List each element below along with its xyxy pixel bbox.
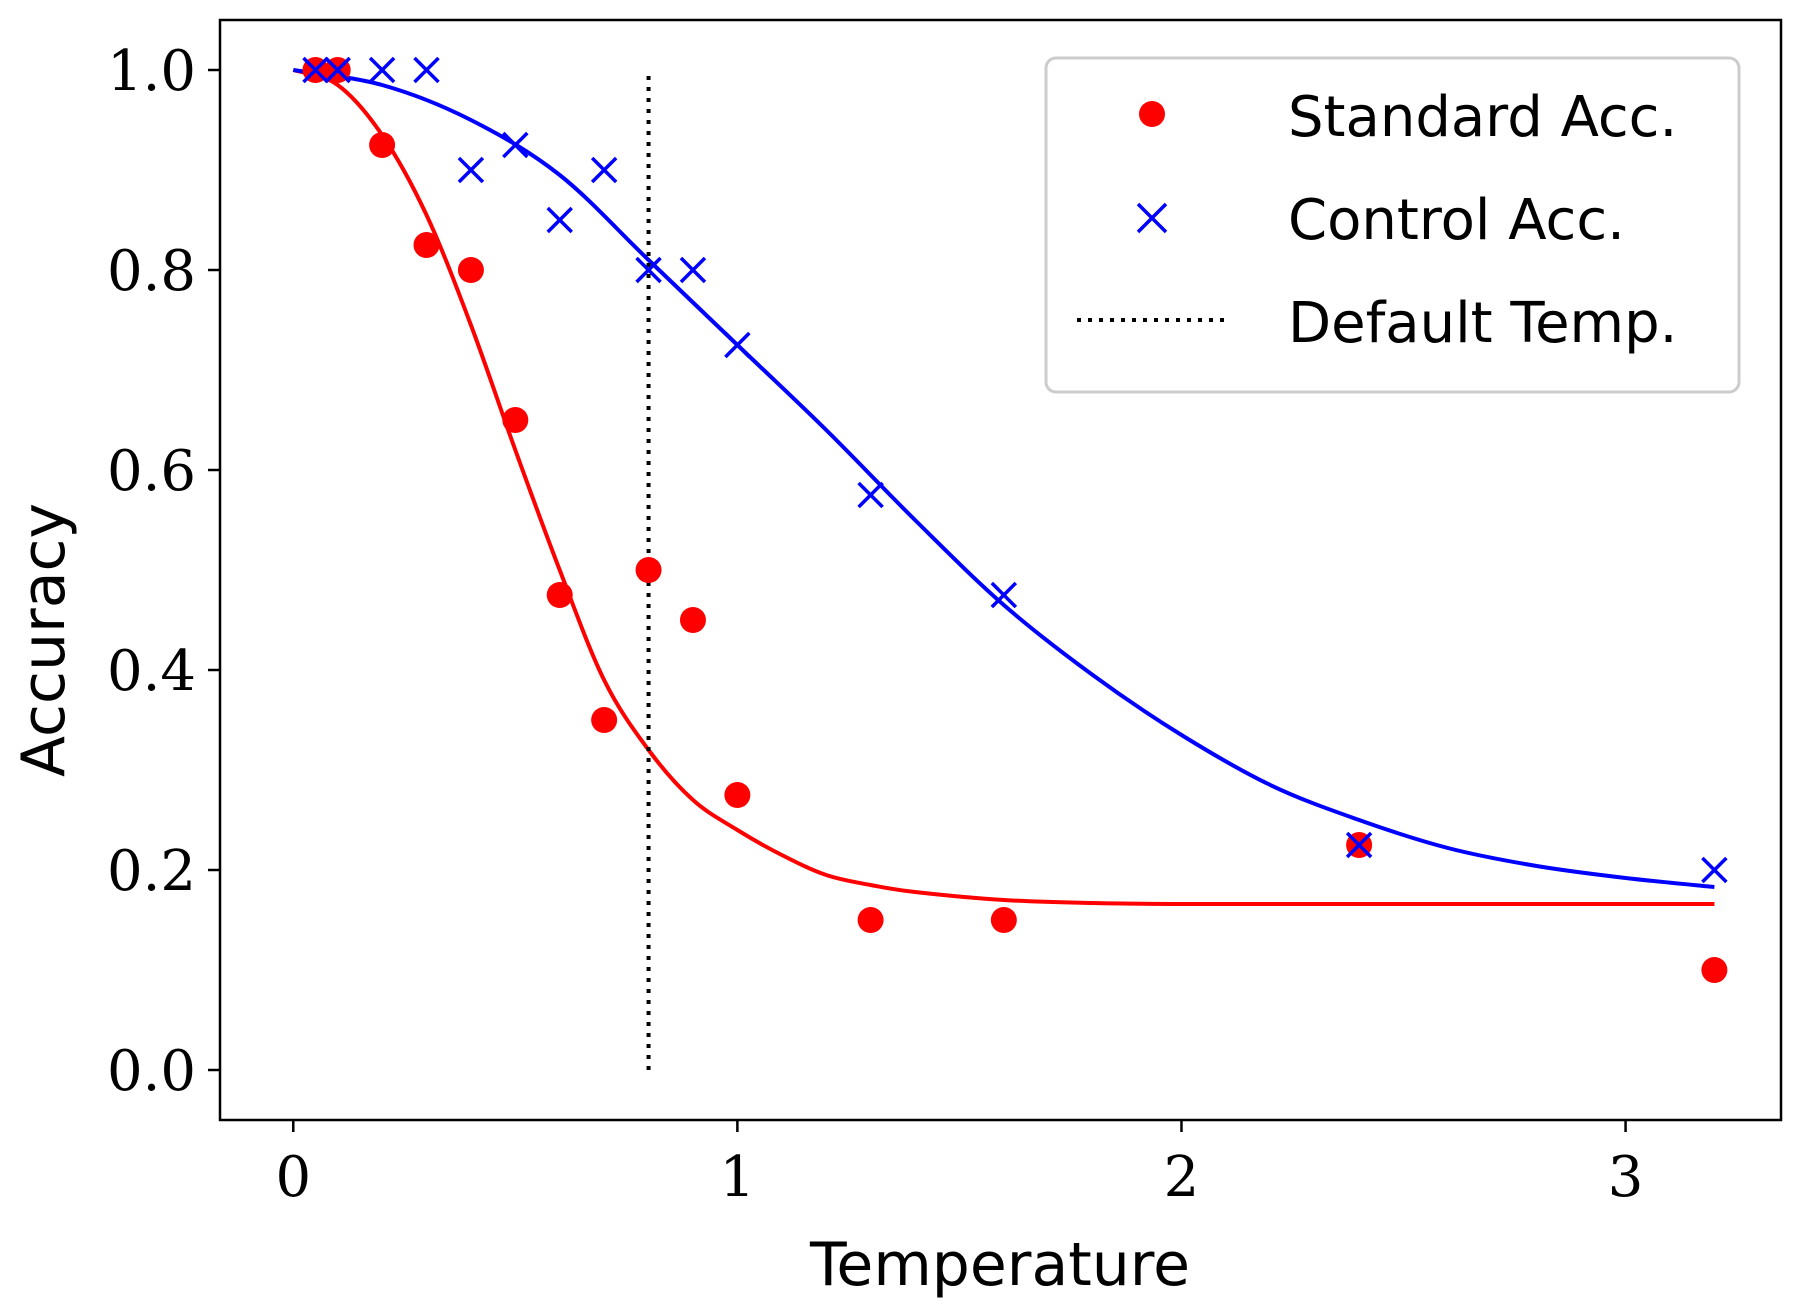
fit-curve-0 [292, 68, 1715, 907]
x-tick-label: 2 [1164, 1145, 1200, 1210]
control-acc-point [1345, 831, 1373, 859]
control-acc-point [724, 331, 751, 359]
control-acc-point [502, 131, 529, 159]
fit-curve-1 [292, 68, 1715, 889]
legend: Standard Acc. Control Acc. Default Temp. [1044, 56, 1741, 394]
control-acc-point [324, 56, 351, 84]
control-acc-point [590, 156, 618, 184]
control-acc-point-stroke [546, 206, 573, 234]
control-acc-point-stroke [1701, 856, 1728, 884]
legend-label-control: Control Acc. [1288, 188, 1625, 253]
y-tick-label: 0.0 [107, 1039, 196, 1104]
standard-acc-point [990, 907, 1017, 933]
standard-acc-point [457, 257, 484, 283]
control-acc-point-stroke [857, 481, 884, 509]
y-tick-label: 0.6 [107, 439, 196, 504]
control-acc-point [857, 481, 884, 509]
control-acc-point-stroke [413, 56, 440, 84]
control-acc-point-stroke [502, 131, 529, 159]
x-tick-label: 3 [1608, 1145, 1644, 1210]
y-axis: 0.0 0.2 0.4 0.6 0.8 1.0 [107, 39, 220, 1104]
control-acc-point-stroke [1345, 831, 1373, 859]
control-acc-point [302, 56, 329, 84]
standard-acc-point [1701, 957, 1728, 983]
control-acc-point-stroke [724, 331, 751, 359]
control-acc-point-stroke [324, 56, 351, 84]
control-acc-point [546, 206, 573, 234]
control-acc-point [1701, 856, 1728, 884]
standard-acc-point [591, 707, 618, 733]
x-tick-label: 0 [275, 1145, 311, 1210]
standard-acc-point [413, 232, 440, 258]
standard-acc-point [679, 607, 706, 633]
y-tick-label: 0.2 [107, 839, 196, 904]
control-acc-point-stroke [368, 56, 396, 84]
standard-acc-point [369, 132, 396, 158]
control-acc-point-stroke [302, 56, 329, 84]
plot-area [218, 18, 1783, 1122]
plot-frame [218, 18, 1783, 1122]
control-acc-point [457, 156, 485, 184]
y-tick-label: 0.4 [107, 639, 196, 704]
standard-acc-point [502, 407, 529, 433]
control-acc-point [990, 581, 1018, 609]
y-tick-label: 0.8 [107, 239, 196, 304]
control-acc-point [413, 56, 440, 84]
x-axis: 0 1 2 3 [275, 1120, 1643, 1210]
control-acc-point [635, 256, 662, 284]
standard-acc-point [635, 557, 662, 583]
control-acc-point-stroke [590, 156, 618, 184]
legend-frame [1044, 56, 1741, 394]
control-acc-point [368, 56, 396, 84]
y-tick-label: 1.0 [107, 39, 196, 104]
standard-acc-point [546, 582, 573, 608]
control-acc-point [679, 256, 707, 284]
control-acc-point-stroke [457, 156, 485, 184]
x-tick-label: 1 [720, 1145, 756, 1210]
legend-marker-control [1136, 202, 1168, 234]
x-axis-label: Temperature [809, 1230, 1190, 1300]
legend-label-standard: Standard Acc. [1288, 85, 1677, 150]
y-axis-label: Accuracy [9, 503, 79, 777]
standard-acc-point [857, 907, 884, 933]
standard-acc-point [724, 782, 751, 808]
legend-label-default-temp: Default Temp. [1288, 291, 1677, 356]
control-acc-point-stroke [635, 256, 662, 284]
control-acc-point-stroke [990, 581, 1018, 609]
legend-marker-standard [1139, 101, 1165, 127]
control-acc-point-stroke [679, 256, 707, 284]
